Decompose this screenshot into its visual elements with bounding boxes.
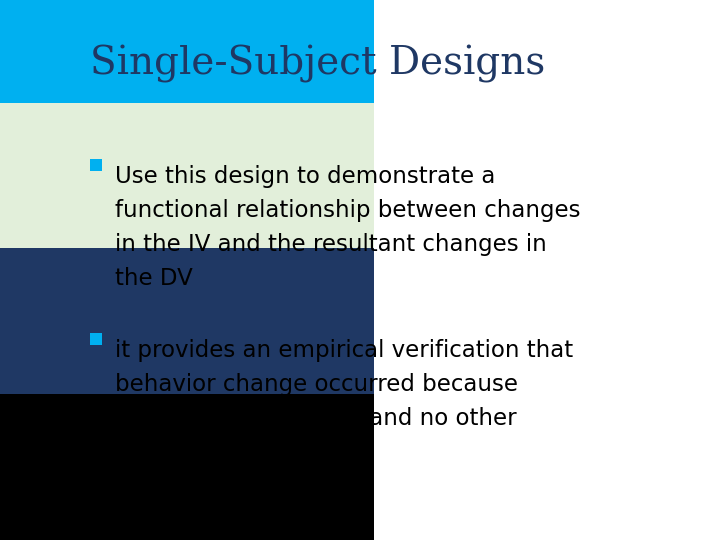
Text: the DV: the DV — [115, 267, 193, 290]
Text: functional relationship between changes: functional relationship between changes — [115, 199, 580, 222]
Text: Use this design to demonstrate a: Use this design to demonstrate a — [115, 165, 495, 188]
Text: cause: cause — [115, 441, 182, 464]
Text: intervention occurred and no other: intervention occurred and no other — [115, 407, 517, 430]
Text: behavior change occurred because: behavior change occurred because — [115, 373, 518, 396]
Text: in the IV and the resultant changes in: in the IV and the resultant changes in — [115, 233, 546, 256]
Text: it provides an empirical verification that: it provides an empirical verification th… — [115, 339, 573, 362]
Text: Single-Subject Designs: Single-Subject Designs — [90, 45, 545, 83]
